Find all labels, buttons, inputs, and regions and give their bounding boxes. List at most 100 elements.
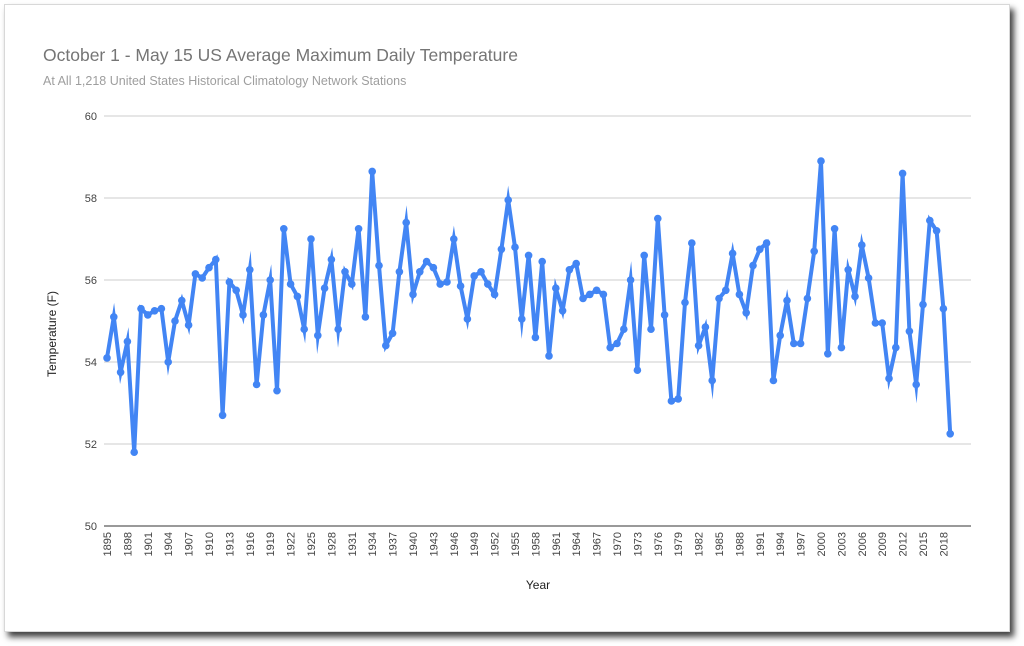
data-point [409,290,417,299]
x-tick-label: 1955 [510,532,522,556]
x-tick-label: 1997 [796,532,808,556]
data-point [191,270,200,278]
data-point [320,284,329,293]
data-point [286,280,295,288]
x-tick-label: 1904 [163,532,175,556]
data-point [470,272,479,280]
data-point [246,266,254,274]
data-point [327,255,336,264]
data-point [694,341,703,350]
data-point [463,315,472,323]
data-point [300,325,309,334]
data-point [103,354,111,362]
x-tick-label: 1928 [326,532,338,556]
data-point [626,276,635,284]
x-tick-label: 1961 [551,532,563,556]
data-point [912,380,920,389]
data-point [232,286,240,295]
temperature-series [103,157,954,457]
data-point [749,261,757,270]
data-point [443,278,451,286]
x-tick-label: 1946 [449,532,461,556]
data-point [375,261,383,270]
data-point [388,329,397,338]
data-point [164,358,172,366]
data-point [783,296,791,305]
y-tick-label: 58 [85,193,97,205]
data-point [137,304,145,313]
data-point [919,300,927,309]
data-point [926,216,934,225]
data-point [667,397,676,405]
data-point [497,245,506,254]
data-point [416,268,424,276]
x-tick-label: 1925 [306,532,318,556]
data-point [307,235,315,243]
x-tick-label: 1994 [775,532,787,556]
data-point [402,218,411,227]
data-point [790,339,798,348]
data-point [898,169,907,178]
x-tick-label: 1916 [245,532,257,556]
data-point [796,339,805,348]
x-tick-label: 1952 [490,532,502,556]
data-point [640,251,648,260]
data-point [218,411,227,420]
data-point [212,255,220,264]
data-point [824,350,832,358]
x-tick-label: 1898 [122,532,134,556]
data-point [844,266,852,274]
data-point [524,251,533,260]
x-tick-label: 1913 [224,532,236,556]
data-point [395,268,404,276]
data-point [477,268,485,276]
data-point [545,352,553,360]
data-point [198,274,206,282]
data-point [456,282,465,290]
data-point [334,325,343,334]
data-point [266,276,275,284]
data-point [144,311,152,319]
data-point [776,331,784,340]
data-point [280,225,288,233]
data-point [450,235,458,243]
data-point [368,167,377,176]
x-tick-label: 1895 [102,532,114,556]
data-point [586,290,594,299]
data-point [565,266,574,274]
data-point [688,239,696,247]
data-point [341,268,349,276]
chart-subtitle: At All 1,218 United States Historical Cl… [43,74,406,88]
x-axis-label: Year [526,578,550,592]
data-point [905,327,914,336]
data-point [722,286,730,295]
data-point [422,257,431,266]
data-point [932,227,941,235]
x-tick-label: 1964 [571,532,583,556]
data-point [620,325,628,334]
data-point [504,196,512,204]
data-point [742,309,750,317]
data-point [538,257,546,266]
data-point [633,366,642,375]
data-point [116,368,125,377]
y-tick-label: 60 [85,111,97,123]
x-tick-label: 1985 [714,532,726,556]
data-point [939,304,948,313]
data-point [654,214,662,223]
gridlines [104,115,971,527]
data-point [708,376,716,385]
data-point [531,333,540,342]
data-point [259,311,268,319]
data-point [354,225,363,233]
data-point [871,319,880,327]
data-point [660,311,669,319]
x-tick-label: 1919 [265,532,277,556]
x-tick-label: 1937 [388,532,400,556]
data-point [150,307,159,315]
data-point [511,243,519,251]
x-tick-label: 1922 [286,532,298,556]
x-tick-label: 2009 [877,532,889,556]
data-point [830,225,839,233]
chart-title: October 1 - May 15 US Average Maximum Da… [43,45,518,65]
